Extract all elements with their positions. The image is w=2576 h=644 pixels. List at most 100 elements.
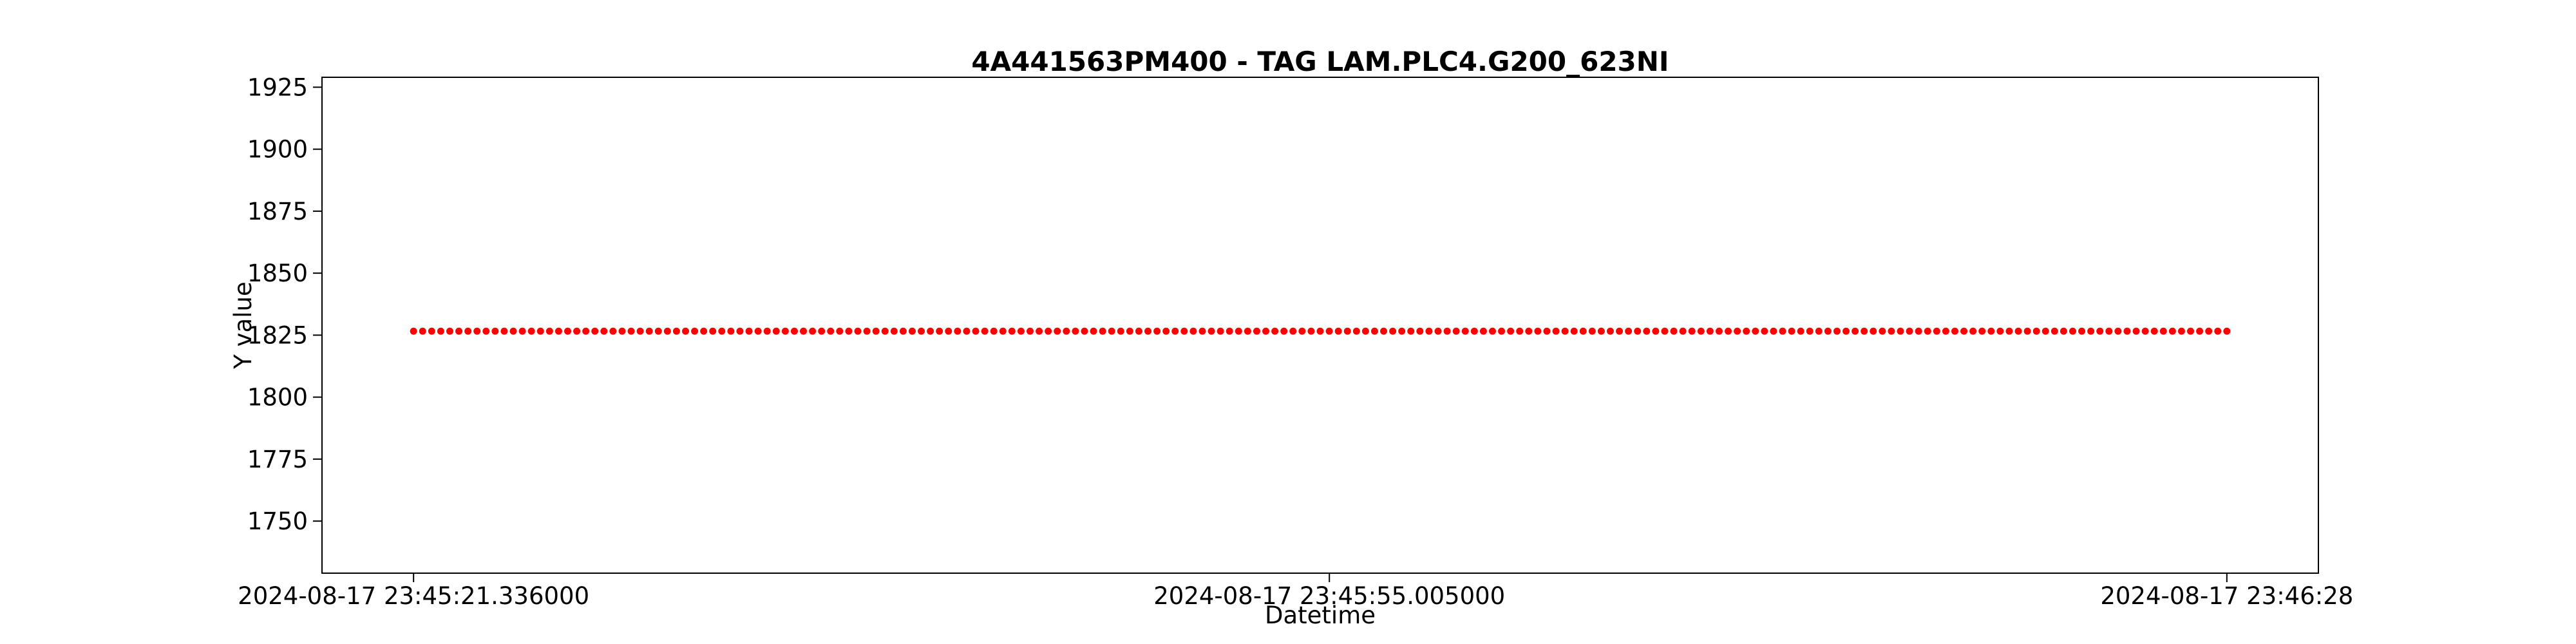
data-point bbox=[582, 327, 590, 335]
data-point bbox=[1906, 327, 1913, 335]
data-point bbox=[1797, 327, 1804, 335]
data-point bbox=[2069, 327, 2077, 335]
data-point bbox=[527, 327, 535, 335]
data-point bbox=[1679, 327, 1687, 335]
data-point bbox=[1942, 327, 1949, 335]
x-tick-label: 2024-08-17 23:45:21.336000 bbox=[238, 582, 589, 610]
data-point bbox=[2014, 327, 2022, 335]
data-point bbox=[618, 327, 626, 335]
data-point bbox=[545, 327, 553, 335]
data-point bbox=[1951, 327, 1958, 335]
data-point bbox=[1570, 327, 1578, 335]
data-point bbox=[1498, 327, 1506, 335]
data-point bbox=[663, 327, 671, 335]
data-point bbox=[1117, 327, 1124, 335]
data-point bbox=[1743, 327, 1750, 335]
data-point bbox=[554, 327, 562, 335]
data-point bbox=[1715, 327, 1723, 335]
data-point bbox=[564, 327, 571, 335]
data-point bbox=[2050, 327, 2058, 335]
data-point bbox=[1697, 327, 1705, 335]
y-tick-label: 1750 bbox=[247, 507, 308, 535]
data-point bbox=[473, 327, 481, 335]
data-point bbox=[963, 327, 971, 335]
data-point bbox=[627, 327, 635, 335]
data-series bbox=[410, 327, 2231, 335]
data-point bbox=[2150, 327, 2158, 335]
data-point bbox=[1271, 327, 1279, 335]
data-point bbox=[1960, 327, 1968, 335]
data-point bbox=[1361, 327, 1369, 335]
data-point bbox=[1443, 327, 1451, 335]
data-point bbox=[1752, 327, 1759, 335]
data-point bbox=[1171, 327, 1179, 335]
y-tick-label: 1925 bbox=[247, 73, 308, 101]
data-point bbox=[809, 327, 817, 335]
data-point bbox=[573, 327, 581, 335]
data-point bbox=[2060, 327, 2067, 335]
data-point bbox=[990, 327, 998, 335]
y-axis-label: Y value bbox=[229, 281, 257, 369]
data-point bbox=[1045, 327, 1052, 335]
data-point bbox=[1634, 327, 1642, 335]
data-point bbox=[918, 327, 925, 335]
data-point bbox=[827, 327, 835, 335]
data-point bbox=[1208, 327, 1215, 335]
data-point bbox=[1334, 327, 1342, 335]
data-point bbox=[509, 327, 517, 335]
data-point bbox=[2123, 327, 2131, 335]
data-point bbox=[1861, 327, 1868, 335]
data-point bbox=[410, 327, 417, 335]
data-point bbox=[1461, 327, 1469, 335]
data-point bbox=[1870, 327, 1877, 335]
data-point bbox=[1036, 327, 1043, 335]
data-point bbox=[1189, 327, 1197, 335]
data-point bbox=[1643, 327, 1651, 335]
data-point bbox=[1706, 327, 1714, 335]
data-point bbox=[709, 327, 717, 335]
data-point bbox=[818, 327, 826, 335]
data-point bbox=[1788, 327, 1795, 335]
data-point bbox=[1588, 327, 1596, 335]
data-point bbox=[1452, 327, 1460, 335]
data-point bbox=[1425, 327, 1433, 335]
data-point bbox=[1579, 327, 1587, 335]
data-point bbox=[654, 327, 662, 335]
data-point bbox=[1026, 327, 1034, 335]
data-point bbox=[908, 327, 916, 335]
data-point bbox=[936, 327, 943, 335]
data-point bbox=[763, 327, 771, 335]
y-tick-label: 1775 bbox=[247, 446, 308, 473]
data-point bbox=[1933, 327, 1940, 335]
data-point bbox=[1734, 327, 1741, 335]
data-point bbox=[1924, 327, 1931, 335]
data-point bbox=[1561, 327, 1569, 335]
data-point bbox=[2214, 327, 2222, 335]
data-point bbox=[1407, 327, 1415, 335]
data-point bbox=[2005, 327, 2013, 335]
data-point bbox=[1108, 327, 1115, 335]
data-point bbox=[1135, 327, 1142, 335]
data-point bbox=[2159, 327, 2167, 335]
data-point bbox=[1507, 327, 1515, 335]
data-point bbox=[1897, 327, 1904, 335]
data-point bbox=[1072, 327, 1079, 335]
y-tick-label: 1825 bbox=[247, 321, 308, 349]
data-point bbox=[672, 327, 680, 335]
data-point bbox=[2168, 327, 2176, 335]
data-point bbox=[854, 327, 862, 335]
data-point bbox=[2223, 327, 2231, 335]
data-point bbox=[1470, 327, 1478, 335]
data-point bbox=[745, 327, 753, 335]
data-point bbox=[1915, 327, 1922, 335]
data-point bbox=[1888, 327, 1895, 335]
data-point bbox=[1244, 327, 1251, 335]
data-point bbox=[1625, 327, 1633, 335]
data-point bbox=[691, 327, 699, 335]
data-point bbox=[2096, 327, 2104, 335]
data-point bbox=[2023, 327, 2031, 335]
data-point bbox=[1253, 327, 1260, 335]
data-point bbox=[1008, 327, 1016, 335]
data-point bbox=[1661, 327, 1669, 335]
data-point bbox=[1180, 327, 1188, 335]
